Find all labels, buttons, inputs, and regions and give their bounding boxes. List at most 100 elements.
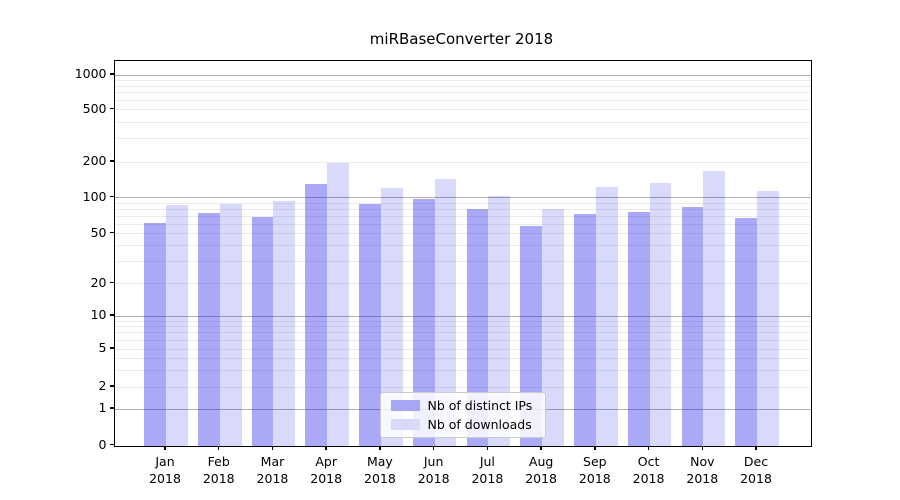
xtick-mark	[647, 445, 650, 450]
xtick-label-jul: Jul 2018	[471, 453, 504, 487]
xtick-mark	[755, 445, 757, 450]
gridline-60	[114, 223, 811, 225]
bar-mar-downloads	[273, 201, 296, 446]
xtick-label-may: May 2018	[364, 453, 396, 487]
ytick-label-0: 0	[98, 436, 107, 452]
legend-swatch-ips	[390, 399, 420, 411]
gridline-100	[114, 197, 811, 199]
gridline-1000	[114, 74, 811, 76]
ytick-label-10: 10	[90, 307, 107, 322]
xtick-label-mar: Mar 2018	[256, 453, 289, 487]
gridline-500	[114, 109, 811, 110]
xtick-label-jan: Jan 2018	[149, 453, 181, 487]
ytick-mark	[109, 73, 114, 75]
gridline-10	[114, 315, 811, 317]
bar-sep-downloads	[595, 187, 618, 446]
ytick-mark	[109, 282, 114, 284]
bar-dec-ips	[735, 217, 758, 446]
ytick-label-20: 20	[90, 274, 107, 290]
bar-nov-ips	[681, 206, 704, 446]
xtick-mark	[379, 445, 381, 450]
xtick-label-aug: Aug 2018	[525, 453, 558, 487]
bar-apr-ips	[305, 183, 328, 446]
bar-oct-downloads	[649, 182, 672, 446]
gridline-800	[114, 85, 811, 87]
ytick-mark	[109, 385, 114, 387]
legend-item-ips: Nb of distinct IPs	[381, 398, 545, 413]
gridline-80	[114, 208, 811, 210]
legend-item-downloads: Nb of downloads	[381, 417, 545, 432]
bar-jun-ips	[412, 199, 435, 446]
ytick-label-1: 1	[98, 400, 107, 415]
xtick-label-feb: Feb 2018	[202, 453, 235, 487]
legend: Nb of distinct IPs Nb of downloads	[379, 391, 546, 438]
bar-jan-downloads	[166, 204, 188, 446]
ytick-label-2: 2	[98, 378, 107, 393]
xtick-label-dec: Dec 2018	[740, 453, 772, 487]
gridline-600	[114, 99, 811, 101]
gridline-70	[114, 215, 811, 217]
gridline-700	[114, 92, 811, 94]
gridline-20	[114, 283, 811, 285]
xtick-mark	[218, 445, 220, 450]
bar-aug-downloads	[542, 209, 564, 446]
ytick-label-50: 50	[90, 224, 107, 240]
ytick-mark	[109, 443, 114, 446]
bar-feb-downloads	[219, 204, 242, 446]
xtick-mark	[164, 445, 166, 450]
gridline-900	[114, 79, 811, 81]
bar-nov-downloads	[703, 170, 726, 446]
xtick-mark	[486, 445, 489, 450]
ytick-mark	[109, 107, 114, 110]
bar-dec-downloads	[757, 190, 779, 446]
gridline-400	[114, 121, 811, 123]
ytick-mark	[109, 347, 114, 349]
gridline-6	[114, 339, 811, 341]
bar-apr-downloads	[327, 163, 349, 446]
xtick-label-jun: Jun 2018	[417, 453, 450, 487]
ytick-label-1000: 1000	[74, 66, 107, 81]
gridline-4	[114, 357, 811, 359]
xtick-mark	[594, 445, 596, 450]
bar-oct-ips	[627, 211, 650, 446]
ytick-mark	[109, 232, 114, 234]
gridline-7	[114, 332, 811, 334]
xtick-label-sep: Sep 2018	[578, 453, 611, 487]
xtick-label-oct: Oct 2018	[632, 453, 665, 487]
gridline-200	[114, 161, 811, 163]
ytick-label-100: 100	[82, 188, 107, 204]
xtick-label-nov: Nov 2018	[686, 453, 719, 487]
legend-label-ips: Nb of distinct IPs	[427, 397, 533, 413]
ytick-mark	[109, 196, 114, 198]
xtick-mark	[701, 445, 703, 450]
bar-jul-ips	[466, 209, 489, 446]
ytick-mark	[109, 160, 114, 162]
bar-jul-downloads	[488, 196, 511, 446]
bar-jun-downloads	[434, 178, 457, 446]
bar-may-downloads	[380, 188, 403, 446]
gridline-40	[114, 245, 811, 247]
bar-jan-ips	[144, 222, 166, 446]
gridline-50	[114, 233, 811, 235]
xtick-mark	[325, 445, 327, 450]
xtick-mark	[271, 445, 274, 450]
plot-area: Nb of distinct IPs Nb of downloads	[113, 59, 812, 447]
ytick-mark	[109, 407, 114, 409]
gridline-300	[114, 138, 811, 140]
gridline-3	[114, 369, 811, 371]
ytick-label-5: 5	[98, 340, 107, 355]
gridline-8	[114, 326, 811, 328]
ytick-label-500: 500	[82, 100, 107, 116]
gridline-9	[114, 320, 811, 322]
bar-sep-ips	[574, 214, 596, 446]
legend-swatch-downloads	[390, 418, 420, 430]
bar-mar-ips	[251, 216, 274, 446]
chart-title: miRBaseConverter 2018	[369, 30, 554, 48]
bar-feb-ips	[197, 212, 220, 446]
ytick-mark	[109, 314, 114, 316]
gridline-90	[114, 202, 811, 204]
ytick-label-200: 200	[82, 153, 107, 168]
legend-label-downloads: Nb of downloads	[427, 416, 532, 432]
gridline-5	[114, 348, 811, 350]
